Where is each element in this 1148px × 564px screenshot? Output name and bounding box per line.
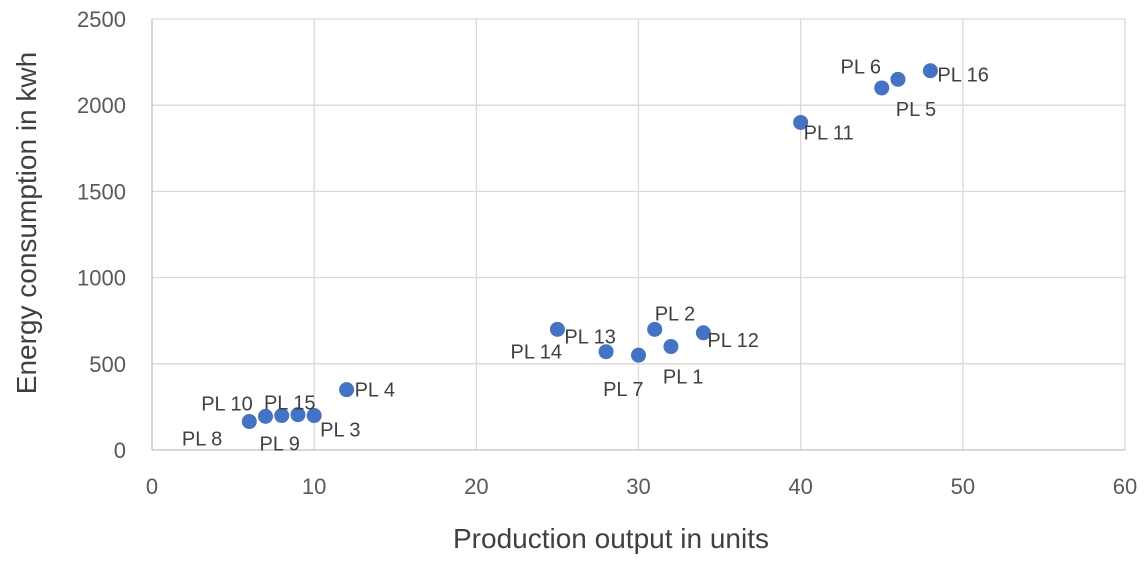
data-point: [647, 321, 663, 337]
data-points: [241, 63, 938, 430]
data-point: [695, 325, 711, 341]
y-tick-label: 500: [89, 352, 126, 377]
x-tick-label: 50: [951, 474, 975, 499]
data-label: PL 8: [182, 429, 222, 451]
x-axis-title: Production output in units: [453, 523, 769, 554]
y-tick-label: 1500: [77, 179, 126, 204]
data-point: [290, 407, 306, 423]
data-point: [549, 321, 565, 337]
point-labels: PL 1 PL 2 PL 3 PL 4 PL 5 PL 6 PL 7 PL 8 PL 9 PL 1…: [182, 56, 989, 455]
tick-labels: 0 500 1000 1500 2000 2500 0 10 20 30 40 50 60: [77, 7, 1137, 499]
data-label: PL 9: [260, 433, 300, 455]
data-label: PL 11: [804, 122, 854, 144]
data-label: PL 7: [603, 379, 643, 401]
data-label: PL 10: [201, 394, 253, 416]
data-point: [274, 408, 290, 424]
data-label: PL 16: [937, 65, 989, 87]
x-tick-label: 60: [1113, 474, 1137, 499]
data-label: PL 5: [896, 99, 936, 121]
data-point: [306, 408, 322, 424]
data-point: [793, 114, 809, 130]
y-tick-label: 1000: [77, 266, 126, 291]
x-tick-label: 30: [626, 474, 650, 499]
data-point: [598, 344, 614, 360]
x-tick-label: 40: [788, 474, 812, 499]
data-label: PL 13: [564, 326, 616, 348]
x-tick-label: 10: [302, 474, 326, 499]
x-tick-label: 0: [146, 474, 158, 499]
data-point: [874, 80, 890, 96]
data-label: PL 1: [663, 367, 703, 389]
data-point: [258, 408, 274, 424]
gridlines: [152, 18, 1126, 450]
data-point: [241, 414, 257, 430]
data-label: PL 14: [511, 342, 563, 364]
data-label: PL 15: [264, 393, 316, 415]
data-label: PL 2: [655, 303, 695, 325]
y-tick-label: 0: [114, 438, 126, 463]
data-point: [922, 63, 938, 79]
data-point: [631, 347, 646, 363]
data-label: PL 3: [320, 420, 360, 442]
y-tick-label: 2000: [77, 93, 126, 118]
data-point: [890, 71, 906, 87]
data-point: [663, 339, 679, 355]
data-point: [339, 382, 355, 398]
y-axis-title: Energy consumption in kwh: [11, 52, 42, 394]
data-label: PL 4: [355, 380, 395, 402]
axes: [151, 19, 1125, 451]
data-label: PL 6: [841, 56, 881, 78]
data-label: PL 12: [707, 330, 759, 352]
x-tick-label: 20: [464, 474, 488, 499]
y-tick-label: 2500: [77, 7, 126, 32]
